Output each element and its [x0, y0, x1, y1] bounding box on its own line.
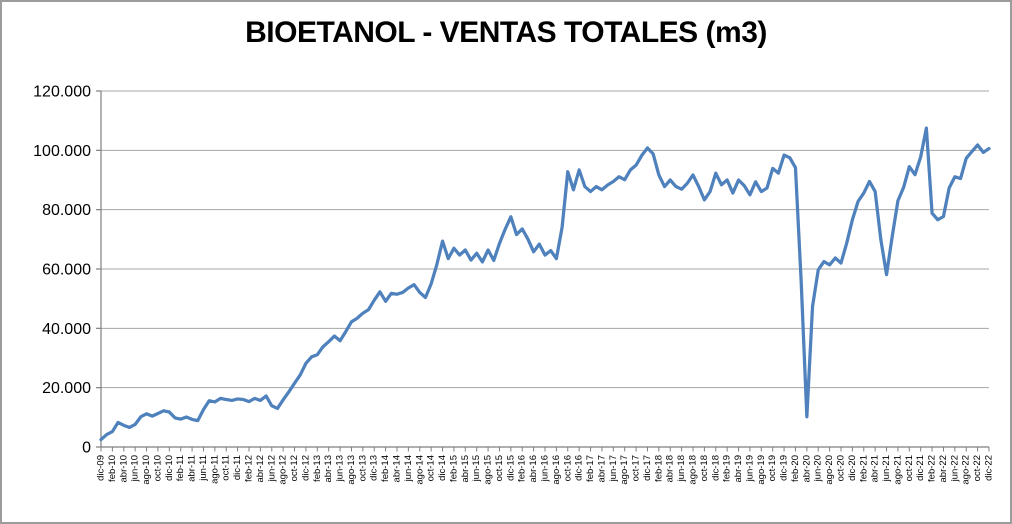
chart-title: BIOETANOL - VENTAS TOTALES (m3)	[245, 16, 767, 49]
x-tick-label: dic-13	[369, 455, 380, 481]
x-tick-label: feb-14	[380, 455, 391, 482]
x-tick-label: dic-19	[779, 455, 790, 481]
x-tick-label: oct-16	[562, 455, 573, 481]
y-tick-label: 80.000	[42, 202, 91, 219]
x-tick-label: dic-14	[437, 455, 448, 481]
x-tick-label: oct-12	[289, 455, 300, 481]
x-tick-label: abr-11	[187, 455, 198, 482]
x-tick-label: dic-15	[505, 455, 516, 481]
y-axis-ticks	[96, 90, 101, 448]
x-tick-label: ago-12	[278, 455, 289, 485]
x-tick-label: feb-10	[107, 455, 118, 482]
x-tick-label: dic-10	[164, 455, 175, 481]
x-tick-label: abr-20	[801, 455, 812, 482]
x-tick-label: ago-17	[619, 455, 630, 485]
x-tick-label: dic-12	[300, 455, 311, 481]
x-tick-label: jun-18	[676, 455, 687, 482]
x-tick-label: jun-13	[335, 455, 346, 482]
x-tick-label: ago-10	[141, 455, 152, 485]
x-tick-label: ago-21	[892, 455, 903, 485]
y-tick-label: 40.000	[42, 321, 91, 338]
x-tick-label: abr-15	[460, 455, 471, 482]
x-tick-label: ago-16	[551, 455, 562, 485]
x-tick-label: feb-21	[858, 455, 869, 482]
x-tick-label: feb-12	[244, 455, 255, 482]
x-tick-label: abr-13	[323, 455, 334, 482]
x-tick-label: oct-11	[221, 455, 232, 481]
x-tick-label: abr-22	[938, 455, 949, 482]
x-tick-label: ago-20	[824, 455, 835, 485]
x-tick-label: jun-10	[130, 455, 141, 482]
x-tick-label: dic-21	[915, 455, 926, 481]
x-tick-label: feb-18	[653, 455, 664, 482]
x-tick-label: abr-12	[255, 455, 266, 482]
x-tick-label: abr-10	[118, 455, 129, 482]
y-tick-label: 120.000	[33, 84, 91, 101]
x-tick-label: oct-15	[494, 455, 505, 481]
x-axis-labels: dic-09 feb-10 abr-10 jun-10 ago-10 oct-10 dic-…	[96, 455, 995, 485]
x-tick-label: jun-14	[403, 455, 414, 482]
x-tick-label: jun-12	[266, 455, 277, 482]
x-tick-label: ago-19	[756, 455, 767, 485]
x-tick-label: ago-22	[961, 455, 972, 485]
x-tick-label: feb-19	[722, 455, 733, 482]
x-tick-label: feb-11	[175, 455, 186, 481]
x-tick-label: jun-15	[471, 455, 482, 482]
x-tick-label: ago-18	[688, 455, 699, 485]
x-tick-label: oct-20	[836, 455, 847, 481]
y-tick-label: 100.000	[33, 143, 91, 160]
y-tick-label: 0	[82, 440, 91, 457]
y-axis-labels: 0 20.000 40.000 60.000 80.000 100.000 120.000	[33, 84, 91, 457]
x-tick-label: abr-14	[392, 455, 403, 482]
x-tick-label: dic-09	[96, 455, 107, 481]
x-tick-label: abr-19	[733, 455, 744, 482]
x-tick-label: jun-21	[881, 455, 892, 482]
x-tick-label: feb-22	[927, 455, 938, 482]
x-tick-label: ago-13	[346, 455, 357, 485]
x-tick-label: dic-17	[642, 455, 653, 481]
x-tick-label: jun-22	[949, 455, 960, 482]
x-tick-label: oct-14	[426, 455, 437, 481]
x-tick-label: dic-11	[232, 455, 243, 480]
x-tick-label: abr-18	[665, 455, 676, 482]
x-tick-label: jun-19	[744, 455, 755, 482]
x-tick-label: jun-20	[813, 455, 824, 482]
x-tick-label: dic-16	[574, 455, 585, 481]
x-tick-label: dic-18	[710, 455, 721, 481]
gridlines	[101, 90, 989, 389]
x-tick-label: oct-13	[357, 455, 368, 481]
series-line-bioetanol	[99, 126, 991, 442]
x-tick-label: abr-17	[596, 455, 607, 482]
x-tick-label: abr-16	[528, 455, 539, 482]
x-tick-label: oct-19	[767, 455, 778, 481]
x-tick-label: abr-21	[870, 455, 881, 482]
x-tick-label: oct-22	[972, 455, 983, 481]
x-tick-label: oct-21	[904, 455, 915, 481]
x-tick-label: jun-11	[198, 455, 209, 482]
x-tick-label: feb-16	[517, 455, 528, 482]
y-tick-label: 60.000	[42, 262, 91, 279]
x-tick-label: feb-20	[790, 455, 801, 482]
x-tick-label: jun-17	[608, 455, 619, 482]
x-tick-label: jun-16	[540, 455, 551, 482]
x-tick-label: ago-11	[209, 455, 220, 484]
x-tick-label: dic-20	[847, 455, 858, 481]
x-tick-label: ago-14	[414, 455, 425, 485]
y-tick-label: 20.000	[42, 380, 91, 397]
x-tick-label: oct-17	[631, 455, 642, 481]
x-tick-label: feb-17	[585, 455, 596, 482]
x-tick-label: dic-22	[984, 455, 995, 481]
x-tick-label: feb-15	[448, 455, 459, 482]
x-tick-label: ago-15	[483, 455, 494, 485]
x-axis-ticks	[100, 447, 990, 452]
x-tick-label: feb-13	[312, 455, 323, 482]
x-tick-label: oct-10	[152, 455, 163, 481]
x-tick-label: oct-18	[699, 455, 710, 481]
